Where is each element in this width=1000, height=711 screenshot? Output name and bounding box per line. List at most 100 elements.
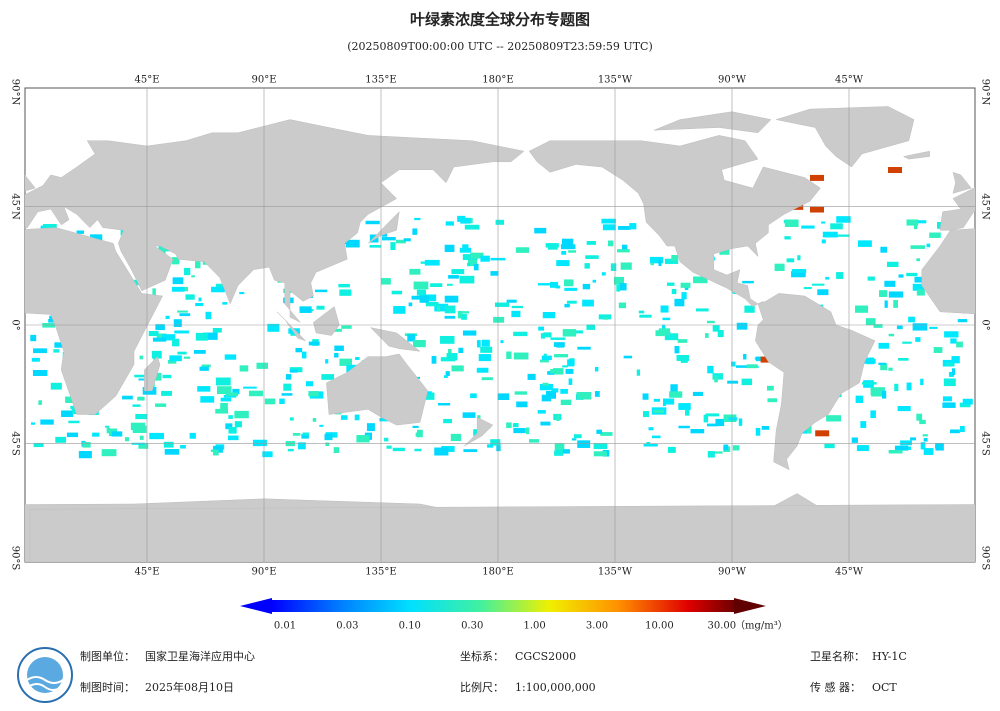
chlorophyll-patch [220,407,224,412]
chlorophyll-patch [440,335,455,344]
chlorophyll-patch [878,362,886,365]
chlorophyll-patch [910,245,926,249]
chlorophyll-patch [415,432,423,437]
chlorophyll-patch [577,346,591,350]
chlorophyll-patch [821,239,826,244]
chlorophyll-patch [31,357,40,362]
chlorophyll-patch [162,334,176,341]
chlorophyll-patch [506,351,512,359]
chlorophyll-patch [464,224,480,230]
field-value: OCT [872,681,897,694]
chlorophyll-patch [956,341,963,348]
chlorophyll-patch [929,232,941,238]
chlorophyll-patch [884,280,896,287]
chlorophyll-patch [446,283,453,286]
chlorophyll-patch [467,262,471,267]
chlorophyll-patch [962,398,973,405]
chlorophyll-patch [289,417,294,421]
landmass [25,174,36,192]
chlorophyll-patch [32,369,48,376]
chlorophyll-patch [341,325,352,329]
chlorophyll-patch [894,383,899,392]
chlorophyll-patch [959,425,965,433]
chlorophyll-patch [393,306,406,314]
lon-label: 135°W [598,567,633,578]
chlorophyll-patch [42,223,57,231]
chlorophyll-patch [873,324,883,328]
field-label: 传 感 器： [810,681,861,694]
chlorophyll-patch [448,275,459,279]
chlorophyll-patch [649,256,664,264]
lon-label: 135°W [598,75,633,86]
chlorophyll-patch [191,275,195,278]
chlorophyll-patch [216,386,232,395]
chlorophyll-patch [224,354,237,360]
chlorophyll-patch [539,359,549,363]
chlorophyll-patch [90,234,103,242]
chlorophyll-patch [463,449,478,453]
chlorophyll-patch [900,440,912,446]
chlorophyll-patch [407,334,416,342]
chlorophyll-patch [865,318,876,326]
chlorophyll-patch [189,432,196,439]
chlorophyll-patch [556,413,560,422]
chlorophyll-patch [525,427,530,435]
chlorophyll-patch [225,392,239,397]
chlorophyll-patch [135,413,148,420]
chlorophyll-patch [434,447,449,456]
chlorophyll-patch [836,272,844,279]
chlorophyll-patch [334,345,344,351]
chlorophyll-patch [461,313,467,320]
chlorophyll-patch [301,351,307,359]
chlorophyll-patch [582,283,591,290]
chlorophyll-patch [162,374,172,379]
chlorophyll-patch [409,268,421,275]
chlorophyll-patch [549,281,559,288]
chlorophyll-patch [639,314,652,318]
lat-label: 45°S [10,431,21,456]
chlorophyll-patch [692,391,703,396]
chlorophyll-patch [743,353,747,360]
lat-label: 90°N [980,79,991,106]
chlorophyll-patch [92,432,100,437]
chlorophyll-patch [234,410,249,419]
chlorophyll-patch [906,382,912,391]
chlorophyll-patch [755,356,764,362]
chlorophyll-patch [380,278,391,285]
chlorophyll-patch [443,375,448,378]
chlorophyll-patch [414,217,421,221]
chlorophyll-patch [836,216,851,223]
chlorophyll-patch [910,437,917,441]
chlorophyll-patch [642,393,649,400]
chlorophyll-patch [490,271,499,276]
graticule: 45°E 45°E 90°E 90°E 135°E 135°E 180°E 180°E 135°… [10,75,991,578]
field-value: 1:100,000,000 [515,681,596,694]
chlorophyll-patch [195,332,208,341]
chlorophyll-patch [553,342,565,347]
chlorophyll-patch [345,239,360,248]
chlorophyll-patch [601,272,606,276]
chlorophyll-patch [422,392,435,400]
chlorophyll-patch [131,279,143,286]
chlorophyll-patch [670,384,678,392]
chlorophyll-patch [916,289,925,296]
chlorophyll-patch [445,371,450,376]
chlorophyll-patch [213,445,223,453]
lon-label: 90°E [251,75,276,86]
chlorophyll-patch [598,314,612,320]
chlorophyll-patch [325,442,330,447]
lat-label: 90°S [10,546,21,571]
chlorophyll-patch [105,425,110,428]
chlorophyll-patch [863,358,876,364]
chlorophyll-patch [446,353,458,361]
chlorophyll-patch [228,415,233,419]
chlorophyll-patch [629,223,637,230]
chlorophyll-patch [443,418,452,424]
chlorophyll-patch [160,246,166,254]
chlorophyll-patch [693,276,708,284]
landmass [144,356,161,392]
chlorophyll-patch [933,347,943,353]
chlorophyll-patch [857,240,872,247]
landmass [653,111,772,134]
